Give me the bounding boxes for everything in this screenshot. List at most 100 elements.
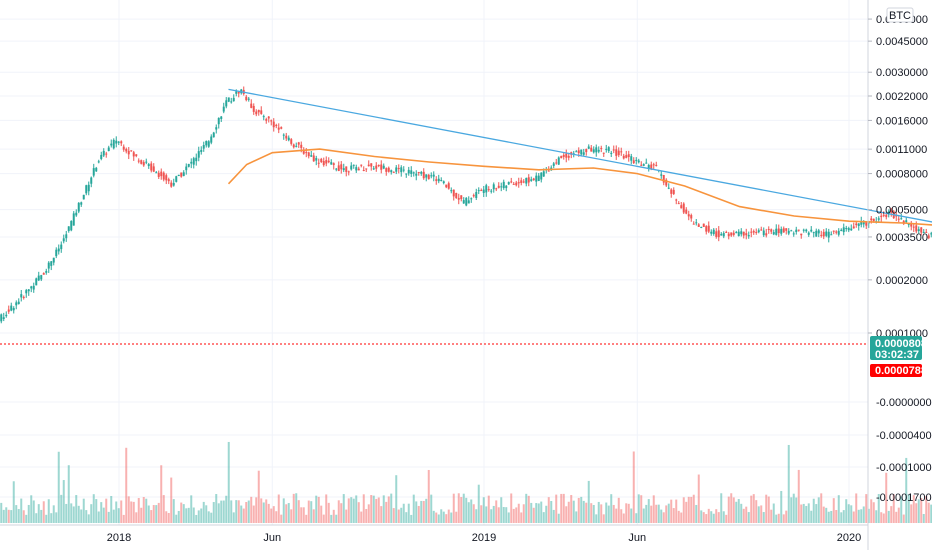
candle-body (525, 178, 528, 184)
candle-body (402, 169, 405, 171)
volume-bar (430, 494, 433, 523)
candle-body (520, 180, 523, 184)
candle-body (552, 163, 555, 166)
volume-bar (442, 511, 445, 523)
candle-body (445, 184, 448, 188)
volume-bar (665, 505, 668, 523)
candle-body (877, 218, 880, 220)
candle-body (587, 146, 590, 149)
volume-bar (555, 494, 558, 523)
volume-bar (285, 504, 288, 523)
volume-tick-label: -0.0001000 (876, 462, 932, 474)
volume-bar (192, 507, 195, 523)
candle-body (700, 227, 703, 229)
volume-bar (875, 510, 878, 523)
candle-body (162, 172, 165, 180)
candle-body (350, 165, 353, 170)
candle-body (407, 169, 410, 174)
candle-body (495, 188, 498, 190)
volume-bar (385, 501, 388, 523)
volume-bar (637, 494, 640, 523)
candle-body (155, 172, 158, 174)
candle-body (672, 189, 675, 194)
candle-body (590, 147, 593, 152)
candle-body (882, 214, 885, 216)
candle-body (397, 168, 400, 170)
candle-body (822, 231, 825, 237)
volume-bar (547, 497, 550, 523)
time-tick-label: 2020 (837, 532, 861, 544)
candle-body (757, 230, 760, 233)
candle-body (385, 168, 388, 172)
volume-bar (135, 512, 138, 523)
volume-bar (540, 501, 543, 523)
candle-body (800, 233, 803, 236)
volume-bar (722, 511, 725, 523)
candle-body (382, 165, 385, 169)
candle-body (15, 302, 18, 306)
candle-body (207, 141, 210, 147)
volume-bar (417, 505, 420, 523)
price-tick-label: 0.0045000 (876, 36, 928, 48)
candle-body (307, 152, 310, 157)
volume-bar (297, 500, 300, 523)
volume-bar (65, 503, 68, 523)
candle-body (365, 168, 368, 170)
candle-body (197, 151, 200, 158)
volume-bar (580, 496, 583, 523)
volume-bar (695, 504, 698, 523)
volume-bar (847, 504, 850, 523)
candle-body (190, 161, 193, 164)
volume-bar (5, 507, 8, 523)
candle-body (522, 181, 525, 183)
candle-body (2, 317, 5, 319)
volume-bar (52, 505, 55, 523)
candle-body (202, 145, 205, 149)
volume-bar (892, 494, 895, 523)
price-tick-label: 0.0002000 (876, 275, 928, 287)
time-axis[interactable]: 2018Jun2019Jun2020Jun2021Jun2022 (107, 532, 932, 544)
volume-bar (42, 501, 45, 523)
candle-body (52, 257, 55, 263)
volume-bar (395, 475, 398, 523)
volume-bar (800, 504, 803, 523)
volume-bar (790, 497, 793, 523)
candle-body (120, 141, 123, 144)
volume-bar (820, 493, 823, 523)
volume-bar (780, 490, 783, 523)
volume-bar (100, 502, 103, 523)
volume-bar (382, 495, 385, 523)
volume-bar (782, 514, 785, 523)
candle-body (832, 230, 835, 232)
candle-body (85, 185, 88, 194)
candle-body (632, 160, 635, 164)
candle-body (480, 190, 483, 192)
candle-body (342, 168, 345, 171)
volume-bar (77, 505, 80, 523)
volume-bar (715, 509, 718, 523)
volume-bar (702, 512, 705, 523)
volume-bar (830, 510, 833, 523)
trendline[interactable] (228, 88, 932, 313)
volume-bar (742, 508, 745, 523)
candle-body (300, 144, 303, 148)
candle-body (782, 228, 785, 233)
candle-body (447, 183, 450, 189)
volume-bar (350, 497, 353, 523)
candle-body (182, 172, 185, 176)
candle-body (317, 162, 320, 164)
volume-bar (567, 501, 570, 523)
candle-body (237, 91, 240, 94)
candle-body (482, 189, 485, 193)
candle-body (302, 151, 305, 154)
volume-bar (345, 509, 348, 523)
price-axis[interactable]: 0.00600000.00450000.00300000.00220000.00… (868, 14, 928, 340)
volume-bar (807, 503, 810, 523)
volume-bar (822, 506, 825, 523)
candle-body (92, 168, 95, 176)
volume-bar (725, 514, 728, 523)
candle-body (910, 223, 913, 227)
candle-body (87, 184, 90, 192)
volume-bar (262, 502, 265, 523)
